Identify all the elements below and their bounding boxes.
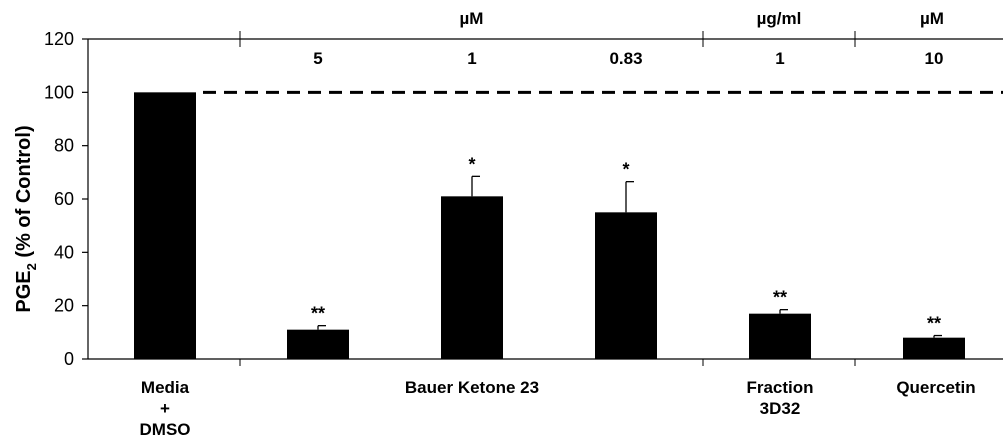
- group-label-0-line-1: +: [160, 399, 170, 418]
- group-label-3-line-0: Quercetin: [896, 378, 975, 397]
- y-axis-label-subscript: 2: [24, 263, 39, 270]
- concentration-label-5: 10: [925, 49, 944, 68]
- group-label-1-line-0: Bauer Ketone 23: [405, 378, 539, 397]
- significance-label-2: *: [468, 154, 475, 174]
- significance-label-1: **: [311, 304, 325, 324]
- y-axis-label-main: PGE: [13, 270, 35, 312]
- group-labels: Media + DMSO Bauer Ketone 23 Fraction 3D32 Que…: [140, 378, 976, 439]
- y-tick-labels: 0 20 40 60 80 100 120: [44, 29, 74, 369]
- bar-5: [903, 338, 965, 359]
- group-label-0-line-0: Media: [141, 378, 190, 397]
- bar-3: [595, 212, 657, 359]
- bars-group: *** *****: [134, 92, 965, 359]
- unit-header-2: µM: [920, 9, 944, 28]
- group-label-2-line-1: 3D32: [760, 399, 801, 418]
- y-tick-label-100: 100: [44, 82, 74, 102]
- y-axis-label-rest: (% of Control): [13, 125, 35, 263]
- concentration-label-4: 1: [775, 49, 784, 68]
- group-label-2-line-0: Fraction: [746, 378, 813, 397]
- concentration-label-1: 5: [313, 49, 322, 68]
- axes: [82, 31, 1003, 366]
- unit-header-0: µM: [460, 9, 484, 28]
- significance-label-5: **: [927, 314, 941, 334]
- concentration-label-3: 0.83: [609, 49, 642, 68]
- y-tick-label-120: 120: [44, 29, 74, 49]
- bar-2: [441, 196, 503, 359]
- bar-1: [287, 330, 349, 359]
- y-tick-label-40: 40: [54, 242, 74, 262]
- bar-0: [134, 92, 196, 359]
- y-tick-label-80: 80: [54, 136, 74, 156]
- y-tick-label-0: 0: [64, 349, 74, 369]
- y-tick-label-20: 20: [54, 296, 74, 316]
- concentration-label-2: 1: [467, 49, 476, 68]
- significance-label-4: **: [773, 288, 787, 308]
- significance-label-3: *: [622, 160, 629, 180]
- unit-header-1: µg/ml: [757, 9, 802, 28]
- y-tick-label-60: 60: [54, 189, 74, 209]
- group-label-0-line-2: DMSO: [140, 420, 191, 439]
- bar-4: [749, 314, 811, 359]
- y-axis-label: PGE2 (% of Control): [13, 125, 39, 312]
